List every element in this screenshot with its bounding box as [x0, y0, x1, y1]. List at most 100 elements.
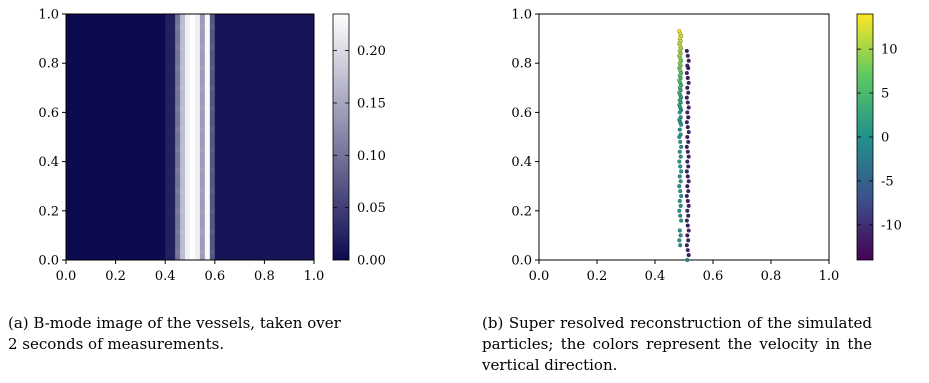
- scatter-point: [677, 228, 682, 233]
- scatter-x-tick-label: 1.0: [819, 269, 840, 284]
- velocity-colorbar-tick-label: 0: [881, 131, 889, 146]
- scatter-point: [677, 149, 682, 154]
- scatter-point: [685, 75, 690, 80]
- scatter-point: [685, 257, 690, 263]
- scatter-point: [685, 149, 690, 154]
- scatter-point: [678, 154, 683, 159]
- heatmap-row-shade: [175, 44, 215, 50]
- velocity-colorbar-tick-label: 5: [881, 87, 889, 102]
- scatter-point: [686, 80, 691, 85]
- scatter-point: [677, 238, 682, 243]
- scatter-point: [684, 48, 689, 53]
- scatter-x-tick-label: 0.2: [587, 269, 608, 284]
- scatter-point: [686, 189, 691, 194]
- heatmap-row-shade: [175, 188, 215, 194]
- scatter-point: [685, 174, 690, 179]
- scatter-x-tick-label: 0.8: [761, 269, 782, 284]
- heatmap-colorbar: [332, 13, 350, 261]
- velocity-colorbar-tick-label: -5: [881, 174, 894, 189]
- scatter-point: [677, 134, 682, 140]
- heatmap-row-shade: [175, 126, 215, 132]
- scatter-point: [686, 105, 691, 110]
- scatter-point: [686, 58, 691, 63]
- scatter-point: [685, 85, 690, 90]
- scatter-point: [686, 154, 691, 159]
- heatmap-y-tick-label: 1.0: [38, 8, 59, 23]
- figure: 0.0 0.2 0.4 0.6 0.8 1.0 0.0 0.2 0.4 0.6 0.8 1.0 0.0…: [38, 8, 902, 285]
- heatmap-column: [165, 14, 176, 260]
- scatter-point: [678, 189, 683, 194]
- scatter-point: [677, 184, 682, 189]
- caption-a: (a) B-mode image of the vessels, taken o…: [8, 314, 341, 353]
- scatter-point: [685, 184, 690, 189]
- heatmap-row-shade: [175, 229, 215, 235]
- heatmap-row-shade: [175, 147, 215, 153]
- heatmap-column: [209, 14, 216, 260]
- scatter-point: [685, 159, 690, 164]
- scatter-y-tick-label: 0.8: [511, 57, 532, 72]
- heatmap-x-tick-label: 1.0: [304, 269, 325, 284]
- scatter-point: [678, 139, 683, 144]
- scatter-point: [685, 53, 690, 58]
- heatmap-column: [66, 14, 166, 260]
- scatter-point: [686, 228, 691, 233]
- heatmap-colorbar-ticks: 0.00 0.05 0.10 0.15 0.20: [333, 44, 386, 269]
- heatmap-y-tick-label: 0.4: [38, 155, 59, 170]
- scatter-point: [685, 100, 690, 105]
- velocity-colorbar-tick-label: -10: [881, 218, 902, 233]
- scatter-point: [685, 208, 690, 213]
- scatter-point: [686, 164, 691, 169]
- scatter-points: [677, 29, 691, 263]
- scatter-point: [686, 253, 691, 258]
- heatmap-row-shade: [175, 208, 215, 214]
- scatter-frame: [538, 13, 830, 261]
- scatter-point: [679, 122, 684, 127]
- scatter-point: [686, 115, 691, 120]
- heatmap-x-tick-label: 0.4: [155, 269, 176, 284]
- scatter-point: [685, 223, 690, 228]
- scatter-axes: 0.0 0.2 0.4 0.6 0.8 1.0 0.0 0.2 0.4 0.6 0.8 1.0: [511, 8, 839, 285]
- scatter-point: [678, 164, 683, 169]
- scatter-point: [684, 218, 689, 223]
- bmode-heatmap-panel: 0.0 0.2 0.4 0.6 0.8 1.0 0.0 0.2 0.4 0.6 0.8 1.0 0.0…: [38, 8, 386, 285]
- heatmap-row-shade: [175, 106, 215, 112]
- velocity-colorbar-tick-label: 10: [881, 43, 898, 58]
- heatmap-colorbar-tick-label: 0.05: [357, 201, 386, 216]
- scatter-point: [679, 218, 684, 223]
- scatter-point: [685, 110, 690, 115]
- scatter-y-tick-label: 0.6: [511, 106, 532, 121]
- heatmap-column: [204, 14, 211, 260]
- scatter-point: [678, 203, 683, 208]
- heatmap-x-tick-label: 0.8: [254, 269, 275, 284]
- scatter-point: [685, 248, 690, 253]
- scatter-point: [684, 194, 689, 199]
- scatter-point: [684, 95, 689, 100]
- heatmap-column: [180, 14, 186, 260]
- heatmap-axes: 0.0 0.2 0.4 0.6 0.8 1.0 0.0 0.2 0.4 0.6 0.8 1.0: [38, 8, 324, 285]
- heatmap-colorbar-tick-label: 0.00: [357, 254, 386, 269]
- heatmap-colorbar-tick-label: 0.15: [357, 96, 386, 111]
- scatter-point: [686, 139, 691, 144]
- scatter-point: [684, 71, 689, 76]
- scatter-point: [677, 110, 682, 115]
- scatter-point: [686, 179, 691, 184]
- scatter-point: [677, 174, 682, 179]
- scatter-point: [677, 159, 682, 164]
- scatter-x-tick-label: 0.4: [645, 269, 666, 284]
- scatter-x-tick-label: 0.0: [529, 269, 550, 284]
- scatter-point: [684, 144, 689, 149]
- scatter-y-tick-label: 1.0: [511, 8, 532, 23]
- heatmap-row-shade: [175, 65, 215, 71]
- heatmap-column: [190, 14, 196, 260]
- scatter-point: [678, 213, 683, 218]
- heatmap-row-shade: [175, 167, 215, 173]
- heatmap-column: [185, 14, 191, 260]
- scatter-point: [685, 233, 690, 238]
- heatmap-columns: [66, 14, 315, 260]
- heatmap-y-tick-label: 0.0: [38, 254, 59, 269]
- heatmap-column: [214, 14, 315, 260]
- scatter-point: [679, 169, 684, 174]
- scatter-x-tick-label: 0.6: [703, 269, 724, 284]
- scatter-point: [685, 198, 690, 203]
- scatter-point: [686, 213, 691, 218]
